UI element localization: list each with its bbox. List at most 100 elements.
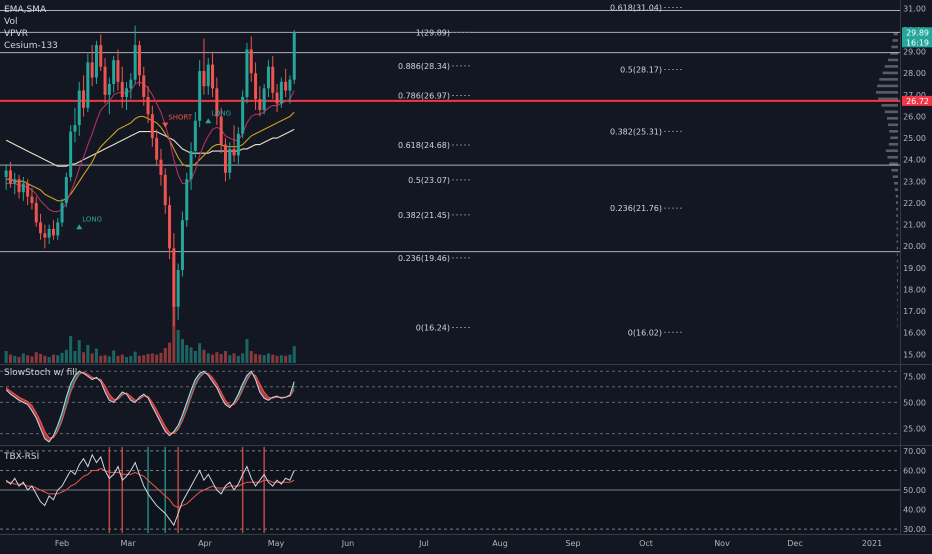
fib-level-label: 0.886(28.34) bbox=[398, 62, 450, 71]
legend-item-ema-sma[interactable]: EMA,SMA bbox=[4, 5, 47, 15]
stoch-fill bbox=[191, 379, 196, 398]
candle-body bbox=[64, 177, 68, 203]
fib-level-label: 0.236(21.76) bbox=[610, 204, 662, 213]
fib-level-label: 1(29.89) bbox=[416, 28, 450, 37]
price-axis-tick: 22.00 bbox=[903, 199, 926, 208]
candle-body bbox=[30, 196, 34, 203]
candle-body bbox=[120, 81, 124, 97]
signal-label: SHORT bbox=[168, 114, 193, 122]
volume-bar bbox=[120, 354, 124, 363]
volume-bar bbox=[176, 330, 180, 363]
vpvr-bar bbox=[890, 52, 898, 55]
volume-bar bbox=[4, 351, 8, 363]
volume-bar bbox=[163, 348, 167, 363]
time-axis-tick: Jun bbox=[341, 539, 355, 548]
candle-body bbox=[73, 125, 77, 132]
candle-body bbox=[155, 138, 159, 160]
time-axis-tick: Feb bbox=[55, 539, 69, 548]
volume-bar bbox=[26, 355, 30, 363]
volume-bar bbox=[125, 357, 129, 363]
candle-body bbox=[86, 62, 90, 108]
vpvr-bar bbox=[888, 142, 898, 146]
vpvr-bar bbox=[896, 201, 898, 204]
vpvr-bar bbox=[897, 285, 898, 289]
vpvr-bar bbox=[884, 110, 898, 114]
candle-body bbox=[202, 71, 206, 87]
vpvr-bar bbox=[884, 65, 898, 68]
candle-body bbox=[172, 248, 176, 307]
candle-body bbox=[288, 79, 292, 91]
rsi-pane-title[interactable]: TBX-RSI bbox=[4, 452, 40, 462]
volume-bar bbox=[34, 352, 38, 363]
candle-body bbox=[236, 133, 240, 156]
price-badge bbox=[902, 95, 932, 106]
vpvr-bar bbox=[896, 214, 898, 217]
time-axis-tick: Nov bbox=[714, 539, 730, 548]
time-axis-tick: May bbox=[268, 539, 285, 548]
vpvr-bar bbox=[896, 246, 898, 250]
volume-bar bbox=[21, 353, 25, 363]
price-axis-tick: 18.00 bbox=[903, 285, 926, 294]
vpvr-bar bbox=[887, 155, 898, 159]
candle-body bbox=[245, 49, 249, 97]
candle-body bbox=[112, 60, 116, 85]
candle-body bbox=[69, 131, 73, 178]
volume-bar bbox=[39, 354, 43, 363]
price-axis-tick: 15.00 bbox=[903, 350, 926, 359]
volume-bar bbox=[51, 354, 55, 363]
stoch-fill bbox=[259, 383, 265, 399]
vpvr-bar bbox=[892, 175, 898, 179]
candle-body bbox=[43, 233, 47, 238]
fib-level-label: 0.382(25.31) bbox=[610, 127, 662, 136]
volume-bar bbox=[219, 354, 223, 363]
candle-body bbox=[99, 45, 103, 67]
stoch-fill bbox=[19, 397, 24, 403]
candle-body bbox=[133, 45, 137, 80]
indicator-legend: EMA,SMA Vol VPVR Cesium-133 bbox=[4, 4, 58, 52]
vpvr-bar bbox=[891, 168, 898, 172]
vpvr-bar bbox=[896, 240, 898, 243]
price-badge-label: 29.89 bbox=[906, 28, 929, 37]
candle-body bbox=[77, 90, 81, 126]
volume-bar bbox=[137, 355, 141, 363]
volume-bar bbox=[90, 353, 94, 363]
vpvr-bar bbox=[896, 279, 898, 282]
volume-bar bbox=[47, 357, 51, 363]
volume-bar bbox=[266, 353, 270, 363]
rsi-axis-tick: 60.00 bbox=[903, 466, 926, 475]
stoch-fill bbox=[242, 375, 247, 390]
volume-bar bbox=[17, 357, 21, 363]
candle-body bbox=[262, 88, 266, 110]
legend-item-vol[interactable]: Vol bbox=[4, 17, 18, 27]
fib-level-label: 0.382(21.45) bbox=[398, 211, 450, 220]
volume-bar bbox=[159, 352, 163, 363]
candle-body bbox=[279, 81, 283, 104]
volume-bar bbox=[232, 353, 236, 363]
legend-item-cesium[interactable]: Cesium-133 bbox=[4, 41, 58, 51]
vpvr-bar bbox=[881, 104, 898, 107]
rsi-axis-tick: 50.00 bbox=[903, 486, 926, 495]
vpvr-bar bbox=[896, 227, 898, 230]
vpvr-bar bbox=[893, 32, 898, 36]
volume-bar bbox=[155, 354, 159, 363]
volume-bar bbox=[223, 351, 227, 363]
volume-bar bbox=[150, 353, 154, 363]
time-axis-tick: Sep bbox=[565, 539, 580, 548]
volume-bar bbox=[60, 352, 64, 363]
stoch-pane-title[interactable]: SlowStoch w/ fill bbox=[4, 368, 78, 378]
candle-body bbox=[284, 81, 288, 91]
volume-bar bbox=[249, 351, 253, 363]
stoch-fill bbox=[10, 390, 15, 398]
legend-item-vpvr[interactable]: VPVR bbox=[4, 29, 28, 39]
volume-bar bbox=[43, 355, 47, 363]
candle-body bbox=[232, 148, 236, 156]
volume-bar bbox=[228, 355, 232, 363]
volume-bar bbox=[112, 350, 116, 363]
candle-body bbox=[215, 88, 219, 117]
candle-body bbox=[159, 159, 163, 175]
stoch-axis-tick: 75.00 bbox=[903, 372, 926, 381]
vpvr-bar bbox=[888, 123, 898, 127]
candle-body bbox=[90, 62, 94, 78]
